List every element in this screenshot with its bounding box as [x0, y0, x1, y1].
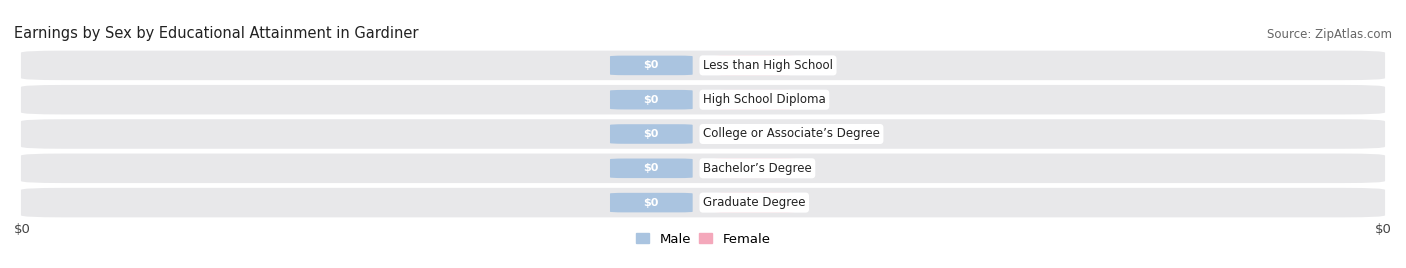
- Text: $0: $0: [644, 163, 659, 173]
- Text: $0: $0: [747, 60, 762, 70]
- Text: $0: $0: [747, 95, 762, 105]
- FancyBboxPatch shape: [21, 188, 1385, 217]
- Text: Earnings by Sex by Educational Attainment in Gardiner: Earnings by Sex by Educational Attainmen…: [14, 26, 419, 41]
- Text: College or Associate’s Degree: College or Associate’s Degree: [703, 128, 880, 140]
- FancyBboxPatch shape: [610, 193, 693, 212]
- Legend: Male, Female: Male, Female: [630, 227, 776, 251]
- FancyBboxPatch shape: [713, 159, 796, 178]
- Text: $0: $0: [644, 129, 659, 139]
- Text: $0: $0: [14, 223, 31, 236]
- FancyBboxPatch shape: [713, 193, 796, 212]
- Text: $0: $0: [747, 198, 762, 208]
- Text: Bachelor’s Degree: Bachelor’s Degree: [703, 162, 811, 175]
- Text: Less than High School: Less than High School: [703, 59, 832, 72]
- Text: High School Diploma: High School Diploma: [703, 93, 825, 106]
- Text: $0: $0: [1375, 223, 1392, 236]
- Text: $0: $0: [644, 95, 659, 105]
- FancyBboxPatch shape: [713, 90, 796, 109]
- FancyBboxPatch shape: [21, 51, 1385, 80]
- FancyBboxPatch shape: [610, 124, 693, 144]
- FancyBboxPatch shape: [610, 159, 693, 178]
- Text: Source: ZipAtlas.com: Source: ZipAtlas.com: [1267, 28, 1392, 41]
- FancyBboxPatch shape: [610, 56, 693, 75]
- FancyBboxPatch shape: [610, 90, 693, 109]
- FancyBboxPatch shape: [713, 56, 796, 75]
- Text: $0: $0: [747, 129, 762, 139]
- FancyBboxPatch shape: [21, 119, 1385, 149]
- FancyBboxPatch shape: [21, 85, 1385, 114]
- Text: $0: $0: [644, 60, 659, 70]
- Text: $0: $0: [644, 198, 659, 208]
- FancyBboxPatch shape: [713, 124, 796, 144]
- Text: Graduate Degree: Graduate Degree: [703, 196, 806, 209]
- FancyBboxPatch shape: [21, 154, 1385, 183]
- Text: $0: $0: [747, 163, 762, 173]
